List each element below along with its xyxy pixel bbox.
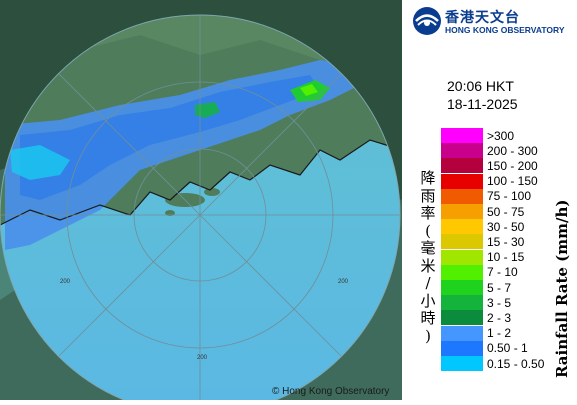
legend-label: >300 xyxy=(487,128,515,143)
legend-label: 3 - 5 xyxy=(487,295,512,310)
observation-time: 20:06 HKT xyxy=(447,78,514,94)
logo-name-cn: 香港天文台 xyxy=(445,10,520,26)
range-ring-outer xyxy=(0,14,401,405)
logo-name-en: HONG KONG OBSERVATORY xyxy=(445,25,565,35)
legend-label: 1 - 2 xyxy=(487,326,512,341)
legend-swatch xyxy=(441,219,483,235)
radar-map: 200 200 200 © Hong Kong Observatory xyxy=(0,0,402,405)
range-label-west: 200 xyxy=(60,279,71,285)
legend-swatch xyxy=(441,234,483,250)
legend-title-en: Rainfall Rate (mm/h) xyxy=(553,199,571,378)
legend-label: 50 - 75 xyxy=(487,204,525,219)
legend-swatch xyxy=(441,158,483,174)
rain-echo-green-2 xyxy=(195,102,220,118)
legend-swatch xyxy=(441,310,483,326)
legend-label: 0.50 - 1 xyxy=(487,341,528,356)
legend-label: 30 - 50 xyxy=(487,219,525,234)
legend-label: 15 - 30 xyxy=(487,234,525,249)
legend-swatch xyxy=(441,264,483,280)
legend-label: 2 - 3 xyxy=(487,310,512,325)
hko-logo: 香港天文台 HONG KONG OBSERVATORY xyxy=(412,6,577,40)
observation-date: 18-11-2025 xyxy=(447,96,518,112)
legend-label: 75 - 100 xyxy=(487,189,532,204)
coastline xyxy=(0,139,400,226)
legend-label: 7 - 10 xyxy=(487,265,518,280)
legend-swatch xyxy=(441,173,483,189)
rain-echo-cyan xyxy=(10,145,70,180)
hko-emblem-icon xyxy=(413,7,441,35)
legend-swatch xyxy=(441,143,483,159)
legend-label: 200 - 300 xyxy=(487,143,538,158)
rain-echo-lightgreen xyxy=(300,84,318,96)
legend-swatch xyxy=(441,188,483,204)
legend-swatch xyxy=(441,340,483,356)
island-hk xyxy=(204,188,220,196)
copyright-text: © Hong Kong Observatory xyxy=(272,386,389,397)
legend-swatch xyxy=(441,356,483,371)
legend-label: 100 - 150 xyxy=(487,174,538,189)
legend-swatch xyxy=(441,204,483,219)
legend-label: 5 - 7 xyxy=(487,280,512,295)
legend-title-cn: 降雨率(毫米 / 小時) xyxy=(420,169,436,345)
island-small xyxy=(165,210,175,216)
legend-label: 10 - 15 xyxy=(487,250,525,265)
legend-label: 150 - 200 xyxy=(487,158,538,173)
radar-map-canvas: 200 200 200 © Hong Kong Observatory xyxy=(0,0,402,405)
range-spokes xyxy=(0,15,400,405)
legend-swatch xyxy=(441,295,483,311)
rain-echo-moderate xyxy=(20,75,320,200)
legend-swatch xyxy=(441,325,483,341)
info-panel: 香港天文台 HONG KONG OBSERVATORY 20:06 HKT 18… xyxy=(402,0,577,400)
legend-swatch xyxy=(441,280,483,295)
legend-swatch xyxy=(441,249,483,265)
range-label-south: 200 xyxy=(197,355,208,361)
legend-label: 0.15 - 0.50 xyxy=(487,356,545,371)
range-label-east: 200 xyxy=(338,279,349,285)
legend-swatch xyxy=(441,128,483,143)
